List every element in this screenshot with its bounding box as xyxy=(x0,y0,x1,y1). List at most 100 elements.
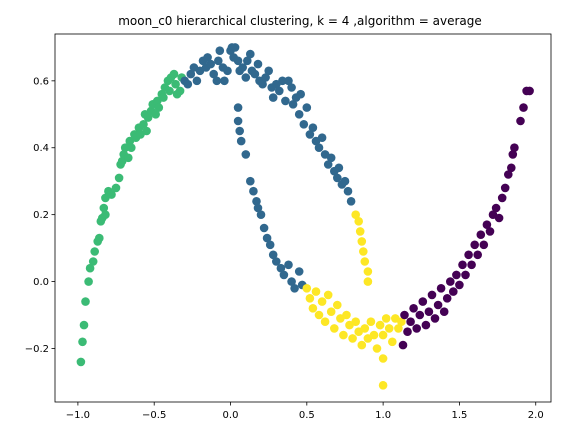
data-point-cluster-0 xyxy=(165,86,174,96)
data-point-cluster-1 xyxy=(253,203,263,213)
data-point-cluster-3 xyxy=(418,297,428,306)
data-point-cluster-1 xyxy=(287,277,296,286)
data-point-cluster-2 xyxy=(357,237,367,246)
data-point-cluster-2 xyxy=(320,317,330,327)
x-tick-label: 1.0 xyxy=(375,410,391,421)
data-point-cluster-3 xyxy=(461,270,470,280)
data-point-cluster-1 xyxy=(192,76,202,86)
data-point-cluster-0 xyxy=(111,183,121,193)
data-point-cluster-1 xyxy=(287,83,296,92)
data-point-cluster-2 xyxy=(314,310,324,320)
data-point-cluster-2 xyxy=(355,227,365,236)
data-point-cluster-3 xyxy=(519,103,528,112)
y-tick-label: 0.0 xyxy=(33,277,49,288)
data-point-cluster-3 xyxy=(424,307,434,317)
data-point-cluster-3 xyxy=(458,260,467,270)
data-point-cluster-1 xyxy=(305,130,315,139)
data-point-cluster-1 xyxy=(233,56,243,66)
data-point-cluster-1 xyxy=(346,197,356,206)
data-point-cluster-2 xyxy=(348,334,357,343)
data-point-cluster-3 xyxy=(467,260,476,270)
data-point-cluster-3 xyxy=(455,280,464,290)
x-tick-label: −0.5 xyxy=(142,410,166,421)
y-tick-label: 0.6 xyxy=(33,76,49,87)
data-point-cluster-3 xyxy=(479,240,489,250)
data-point-cluster-3 xyxy=(439,307,449,317)
data-point-cluster-1 xyxy=(220,76,229,86)
data-point-cluster-1 xyxy=(294,267,304,276)
data-point-cluster-0 xyxy=(95,233,104,243)
data-point-cluster-1 xyxy=(233,103,243,112)
data-point-cluster-3 xyxy=(470,240,480,250)
data-point-cluster-0 xyxy=(143,113,153,122)
data-point-cluster-1 xyxy=(278,76,287,86)
data-point-cluster-1 xyxy=(265,240,275,250)
x-tick-label: 2.0 xyxy=(528,410,544,421)
data-point-cluster-1 xyxy=(243,56,252,66)
data-point-cluster-1 xyxy=(340,176,350,186)
chart-title: moon_c0 hierarchical clustering, k = 4 ,… xyxy=(118,14,482,28)
data-point-cluster-1 xyxy=(214,56,223,66)
y-tick-label: 0.4 xyxy=(33,143,49,154)
data-point-cluster-2 xyxy=(326,307,336,317)
data-point-cluster-3 xyxy=(430,314,440,323)
data-point-cluster-2 xyxy=(366,317,376,327)
data-point-cluster-0 xyxy=(81,297,90,306)
axes-layer: −1.0 −0.5 0.0 0.5 1.0 1.5 2.0 −0.2 0.0 0.2 0.4 0.6 xyxy=(25,33,552,421)
data-point-cluster-1 xyxy=(183,79,193,89)
data-point-cluster-0 xyxy=(127,143,136,152)
data-point-cluster-3 xyxy=(504,170,513,179)
data-point-cluster-3 xyxy=(516,116,525,126)
data-point-cluster-3 xyxy=(446,277,455,286)
data-point-cluster-3 xyxy=(473,250,483,260)
data-point-cluster-3 xyxy=(400,310,409,320)
data-point-cluster-2 xyxy=(363,267,373,276)
data-point-cluster-2 xyxy=(363,277,373,286)
data-point-cluster-2 xyxy=(381,314,391,323)
data-point-cluster-3 xyxy=(403,327,412,337)
data-point-cluster-1 xyxy=(241,73,251,82)
data-point-cluster-3 xyxy=(415,310,425,320)
y-tick-label: −0.2 xyxy=(25,344,49,355)
data-point-cluster-2 xyxy=(372,344,382,353)
x-tick-label: 0.0 xyxy=(223,410,239,421)
data-point-cluster-0 xyxy=(151,110,160,119)
data-point-cluster-2 xyxy=(308,304,318,313)
data-point-cluster-1 xyxy=(209,69,218,79)
data-point-cluster-1 xyxy=(241,150,251,159)
data-point-cluster-1 xyxy=(333,173,342,183)
data-point-cluster-2 xyxy=(357,340,367,350)
data-point-cluster-2 xyxy=(394,324,403,333)
data-point-cluster-1 xyxy=(264,66,274,76)
data-point-cluster-3 xyxy=(476,230,486,239)
data-point-cluster-3 xyxy=(433,300,443,310)
data-point-cluster-2 xyxy=(369,330,379,340)
data-point-cluster-2 xyxy=(305,294,315,303)
data-point-cluster-1 xyxy=(246,176,255,186)
data-point-cluster-0 xyxy=(90,247,99,256)
data-point-cluster-1 xyxy=(268,93,278,102)
data-point-cluster-1 xyxy=(334,163,344,173)
data-point-cluster-1 xyxy=(314,143,324,152)
data-point-cluster-1 xyxy=(212,76,222,86)
data-point-cluster-0 xyxy=(139,120,148,129)
data-point-cluster-1 xyxy=(326,153,336,163)
data-point-cluster-1 xyxy=(299,120,309,129)
data-point-cluster-0 xyxy=(107,190,116,199)
data-point-cluster-3 xyxy=(452,270,461,280)
data-point-cluster-2 xyxy=(339,330,348,340)
data-point-cluster-3 xyxy=(449,287,458,296)
data-point-cluster-0 xyxy=(169,69,179,79)
data-point-cluster-2 xyxy=(359,247,368,256)
data-point-cluster-2 xyxy=(333,300,342,310)
data-point-cluster-3 xyxy=(510,143,519,152)
data-point-cluster-1 xyxy=(215,46,225,55)
data-point-cluster-3 xyxy=(491,203,501,213)
data-point-cluster-3 xyxy=(421,320,431,330)
data-point-cluster-3 xyxy=(507,163,516,173)
data-point-cluster-0 xyxy=(76,357,86,367)
data-point-cluster-1 xyxy=(317,133,327,142)
data-point-cluster-3 xyxy=(427,290,437,300)
data-point-cluster-1 xyxy=(275,86,284,96)
data-point-cluster-3 xyxy=(508,150,518,159)
